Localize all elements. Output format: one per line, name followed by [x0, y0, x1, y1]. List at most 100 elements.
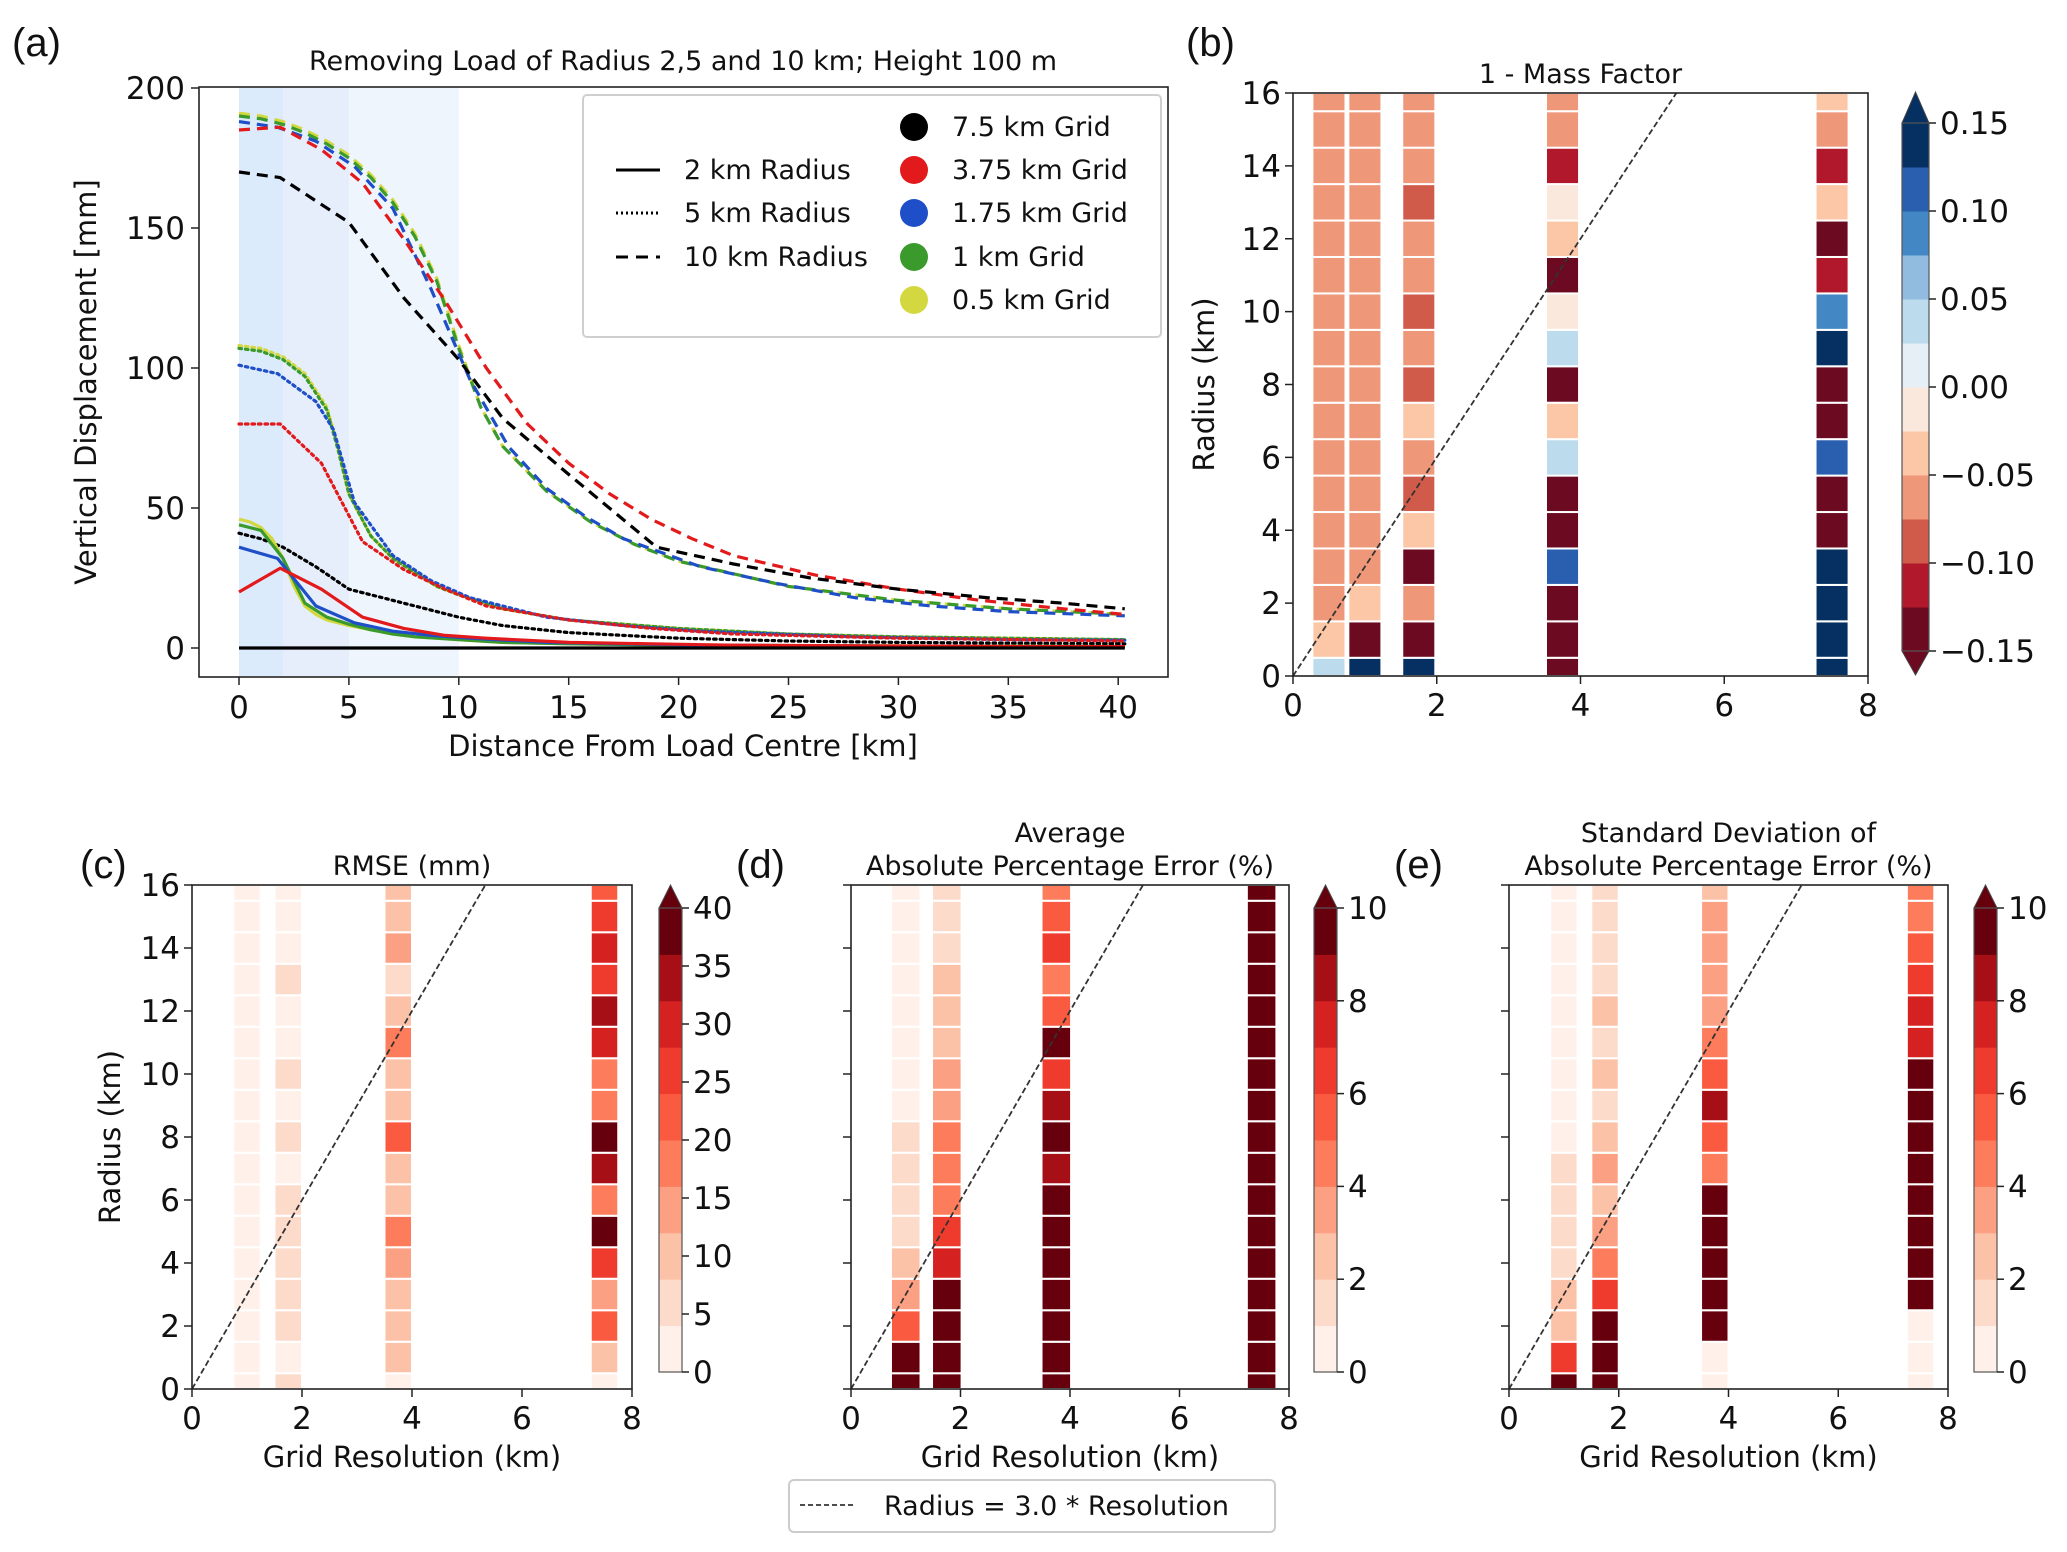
c-cell-res-7-5-r1: [589, 1340, 620, 1375]
a-axes-frame: [198, 86, 1169, 678]
b-y-tick-label-4: 4: [1261, 513, 1281, 549]
b-x-tick-label-0: 0: [1283, 688, 1303, 724]
c-colorbar-tick-label-1: 35: [693, 949, 732, 985]
e-cell-res-3-75-r7: [1700, 1151, 1730, 1186]
d-cell-res-7-5-r3: [1245, 1277, 1278, 1312]
d-cell-res-7-5-r16: [1245, 884, 1278, 902]
d-cell-res-7-5-r10: [1245, 1057, 1278, 1091]
b-cell-res-1-75-r9: [1401, 328, 1437, 368]
c-cell-res-1-r8: [232, 1120, 262, 1154]
c-cell-res-3-75-r3: [383, 1277, 413, 1312]
e-cell-res-1-r7: [1549, 1151, 1579, 1186]
b-cell-res-7-5-r12: [1814, 219, 1850, 258]
d-cell-res-7-5-r2: [1245, 1309, 1278, 1343]
e-cell-res-1-75-r5: [1590, 1214, 1620, 1249]
legend-label-0-5km-grid: 0.5 km Grid: [952, 285, 1111, 316]
d-colorbar-band-5: [1314, 1093, 1337, 1141]
c-x-tick-label-8: 8: [622, 1401, 642, 1437]
d-cell-res-1-75-r0: [931, 1372, 963, 1390]
e-cell-res-7-5-r5: [1905, 1214, 1936, 1249]
e-cell-res-3-75-r14: [1700, 931, 1730, 965]
d-cell-res-3-75-r5: [1040, 1214, 1073, 1249]
e-cell-res-1-r0: [1549, 1372, 1579, 1390]
x-tick-label-30: 30: [879, 690, 918, 726]
b-cell-res-0-5-r5: [1311, 474, 1347, 514]
e-cell-res-3-75-r1: [1700, 1340, 1730, 1375]
a-legend: 2 km Radius 5 km Radius 10 km Radius 7.5…: [582, 94, 1162, 338]
b-colorbar-tick-label-0: 0.15: [1940, 106, 2009, 142]
c-colorbar-band-6: [659, 1047, 682, 1095]
b-cell-res-0-5-r13: [1311, 183, 1347, 222]
e-cell-res-1-r4: [1549, 1246, 1579, 1280]
e-cell-res-1-r15: [1549, 899, 1579, 934]
d-reference-line: [850, 884, 1144, 1390]
a-title: Removing Load of Radius 2,5 and 10 km; H…: [309, 46, 1057, 77]
b-colorbar-band-2: [1902, 519, 1929, 564]
b-cell-res-3-75-r2: [1545, 583, 1581, 623]
d-colorbar-tick-label-4: 2: [1348, 1262, 1368, 1298]
e-x-tick-label-0: 0: [1499, 1401, 1519, 1437]
b-cell-res-3-75-r6: [1545, 438, 1581, 477]
c-y-tick-label-2: 2: [160, 1309, 180, 1345]
b-cell-res-3-75-r4: [1545, 511, 1581, 550]
e-cell-res-1-75-r0: [1590, 1372, 1620, 1390]
c-cell-res-1-r6: [232, 1183, 262, 1217]
d-cell-res-7-5-r7: [1245, 1151, 1278, 1186]
b-cell-res-3-75-r5: [1545, 474, 1581, 514]
c-cell-res-7-5-r12: [589, 994, 620, 1028]
d-cell-res-1-r14: [889, 931, 922, 965]
e-cell-res-3-75-r12: [1700, 994, 1730, 1028]
c-cell-res-3-75-r14: [383, 931, 413, 965]
c-cell-res-1-75-r5: [273, 1214, 303, 1249]
d-x-tick-label-8: 8: [1279, 1401, 1299, 1437]
b-cell-res-1-75-r1: [1401, 620, 1437, 659]
b-cell-res-3-75-r11: [1545, 255, 1581, 295]
b-cells: [1311, 92, 1850, 677]
c-title-line-0: RMSE (mm): [333, 851, 492, 882]
e-cell-res-1-75-r14: [1590, 931, 1620, 965]
d-cell-res-1-r7: [889, 1151, 922, 1186]
legend-marker-0-5km-grid-icon: [900, 286, 928, 314]
e-cell-res-3-75-r15: [1700, 899, 1730, 934]
d-cell-res-1-75-r14: [931, 931, 963, 965]
c-cell-res-1-75-r10: [273, 1057, 303, 1091]
d-cell-res-1-75-r11: [931, 1025, 963, 1060]
e-colorbar-band-4: [1974, 1140, 1997, 1187]
e-cell-res-7-5-r8: [1905, 1120, 1936, 1154]
b-cell-res-1-75-r7: [1401, 401, 1437, 441]
d-cell-res-1-r12: [889, 994, 922, 1028]
c-y-tick-label-16: 16: [141, 868, 180, 904]
e-colorbar-tick-label-2: 6: [2008, 1077, 2028, 1113]
d-colorbar-band-2: [1314, 1232, 1337, 1280]
e-cell-res-3-75-r5: [1700, 1214, 1730, 1249]
series-line-5-km-radius-3-75-km-grid: [237, 422, 1127, 643]
c-cell-res-1-75-r1: [273, 1340, 303, 1375]
e-x-tick-label-2: 2: [1609, 1401, 1629, 1437]
b-colorbar-band-7: [1902, 299, 1929, 344]
c-cell-res-3-75-r7: [383, 1151, 413, 1186]
d-cell-res-1-r13: [889, 962, 922, 997]
b-cell-res-1-75-r14: [1401, 146, 1437, 186]
b-cell-res-7-5-r3: [1814, 547, 1850, 586]
c-cell-res-1-r16: [232, 884, 262, 902]
b-cell-res-7-5-r11: [1814, 255, 1850, 295]
e-colorbar-band-5: [1974, 1093, 1997, 1141]
c-cell-res-1-75-r3: [273, 1277, 303, 1312]
e-cell-res-7-5-r9: [1905, 1088, 1936, 1123]
d-cell-res-1-75-r2: [931, 1309, 963, 1343]
x-tick-label-10: 10: [439, 690, 478, 726]
c-cell-res-1-75-r0: [273, 1372, 303, 1390]
b-cell-res-3-75-r0: [1545, 656, 1581, 677]
b-cell-res-7-5-r5: [1814, 474, 1850, 514]
b-cell-res-7-5-r4: [1814, 511, 1850, 550]
c-cell-res-3-75-r5: [383, 1214, 413, 1249]
b-colorbar: 0.15 0.10 0.05 0.00 −0.05 −0.10 −0.15: [1901, 90, 2035, 677]
d-x-tick-label-2: 2: [951, 1401, 971, 1437]
e-cell-res-3-75-r4: [1700, 1246, 1730, 1280]
b-cell-res-1-r2: [1347, 583, 1383, 623]
c-cell-res-1-75-r12: [273, 994, 303, 1028]
panel-c-heatmap: 0 2 4 6 8 0 2 4 6 8 10 12 14 16 RMSE (mm) Grid Resoluti…: [93, 851, 732, 1474]
b-colorbar-band-4: [1902, 431, 1929, 476]
b-reference-line: [1292, 92, 1678, 677]
